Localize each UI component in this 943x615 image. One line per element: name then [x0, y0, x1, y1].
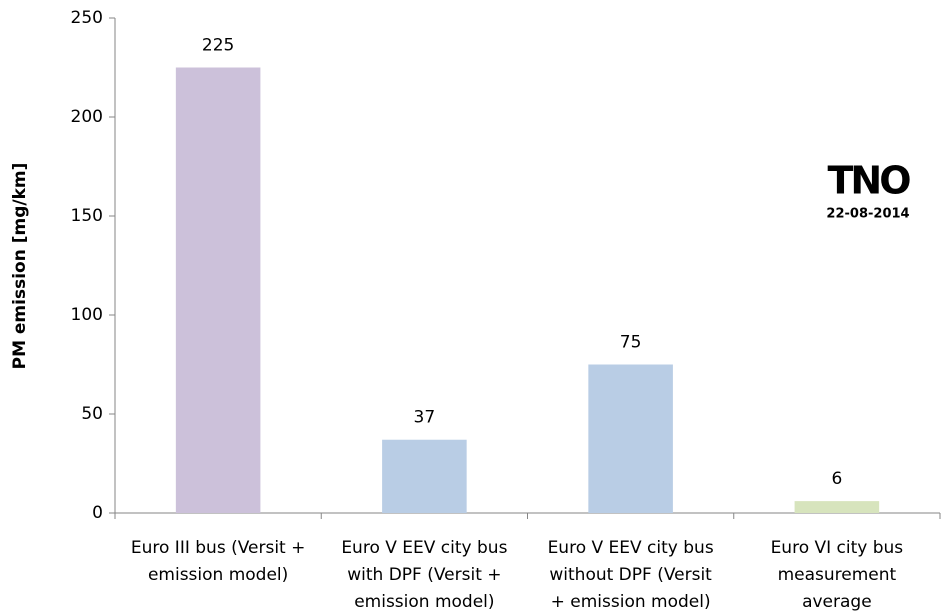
data-label: 6	[831, 469, 842, 489]
bar	[588, 364, 673, 513]
y-axis-label: PM emission [mg/km]	[10, 163, 30, 370]
data-label: 75	[620, 333, 642, 353]
y-tick-label: 50	[81, 404, 103, 424]
x-tick-label: Euro III bus (Versit +	[131, 538, 306, 558]
bar	[382, 439, 467, 513]
data-label: 37	[414, 408, 436, 428]
x-tick-label: + emission model)	[551, 592, 711, 612]
y-tick-label: 0	[92, 503, 103, 523]
x-tick-label: with DPF (Versit +	[347, 565, 501, 585]
x-tick-label: without DPF (Versit	[549, 565, 712, 585]
x-tick-label: Euro V EEV city bus	[548, 538, 714, 558]
logo: TNO	[827, 159, 910, 203]
x-tick-label: Euro VI city bus	[771, 538, 904, 558]
x-tick-label: emission model)	[354, 592, 494, 612]
data-label: 225	[202, 36, 234, 56]
x-tick-label: measurement	[778, 565, 897, 585]
x-tick-label: Euro V EEV city bus	[341, 538, 507, 558]
x-tick-label: average	[802, 592, 872, 612]
date-annotation: 22-08-2014	[826, 207, 909, 222]
y-tick-label: 100	[71, 305, 103, 325]
x-tick-label: emission model)	[148, 565, 288, 585]
bar	[794, 501, 880, 513]
y-tick-label: 150	[71, 206, 103, 226]
y-tick-label: 250	[71, 8, 103, 28]
y-tick-label: 200	[71, 107, 103, 127]
bar	[175, 67, 261, 513]
